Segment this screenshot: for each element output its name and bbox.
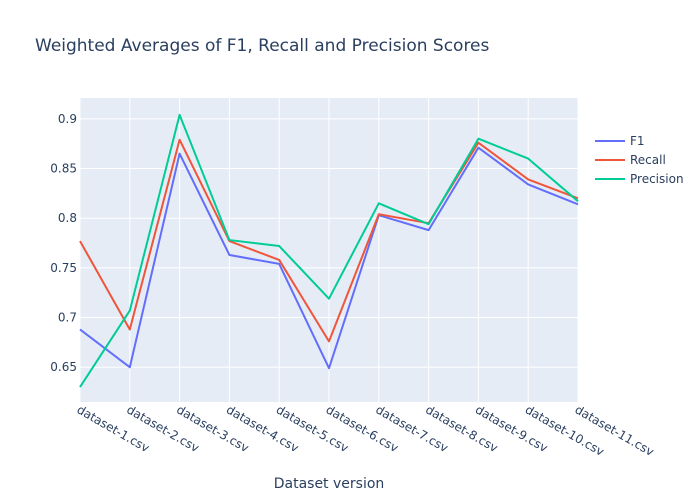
- x-axis-title: Dataset version: [274, 476, 385, 492]
- legend-label: F1: [630, 134, 645, 148]
- legend-label: Recall: [630, 153, 666, 167]
- series-line-f1: [79, 146, 579, 370]
- grid: [79, 98, 579, 402]
- y-tick-label: 0.7: [58, 311, 77, 325]
- legend-label: Precision: [630, 172, 684, 186]
- y-tick-label: 0.65: [50, 360, 77, 374]
- y-tick-label: 0.85: [50, 162, 77, 176]
- legend: F1 Recall Precision: [595, 134, 684, 186]
- series-line-recall: [79, 138, 579, 343]
- chart-title: Weighted Averages of F1, Recall and Prec…: [35, 36, 490, 56]
- series-lines: [79, 113, 579, 388]
- y-tick-label: 0.8: [58, 211, 77, 225]
- y-axis-ticks: 0.65 0.7 0.75 0.8 0.85 0.9: [50, 112, 77, 374]
- series-line-precision: [79, 113, 579, 388]
- y-tick-label: 0.9: [58, 112, 77, 126]
- y-tick-label: 0.75: [50, 261, 77, 275]
- x-axis-ticks: dataset-1.csvdataset-2.csvdataset-3.csvd…: [75, 402, 657, 458]
